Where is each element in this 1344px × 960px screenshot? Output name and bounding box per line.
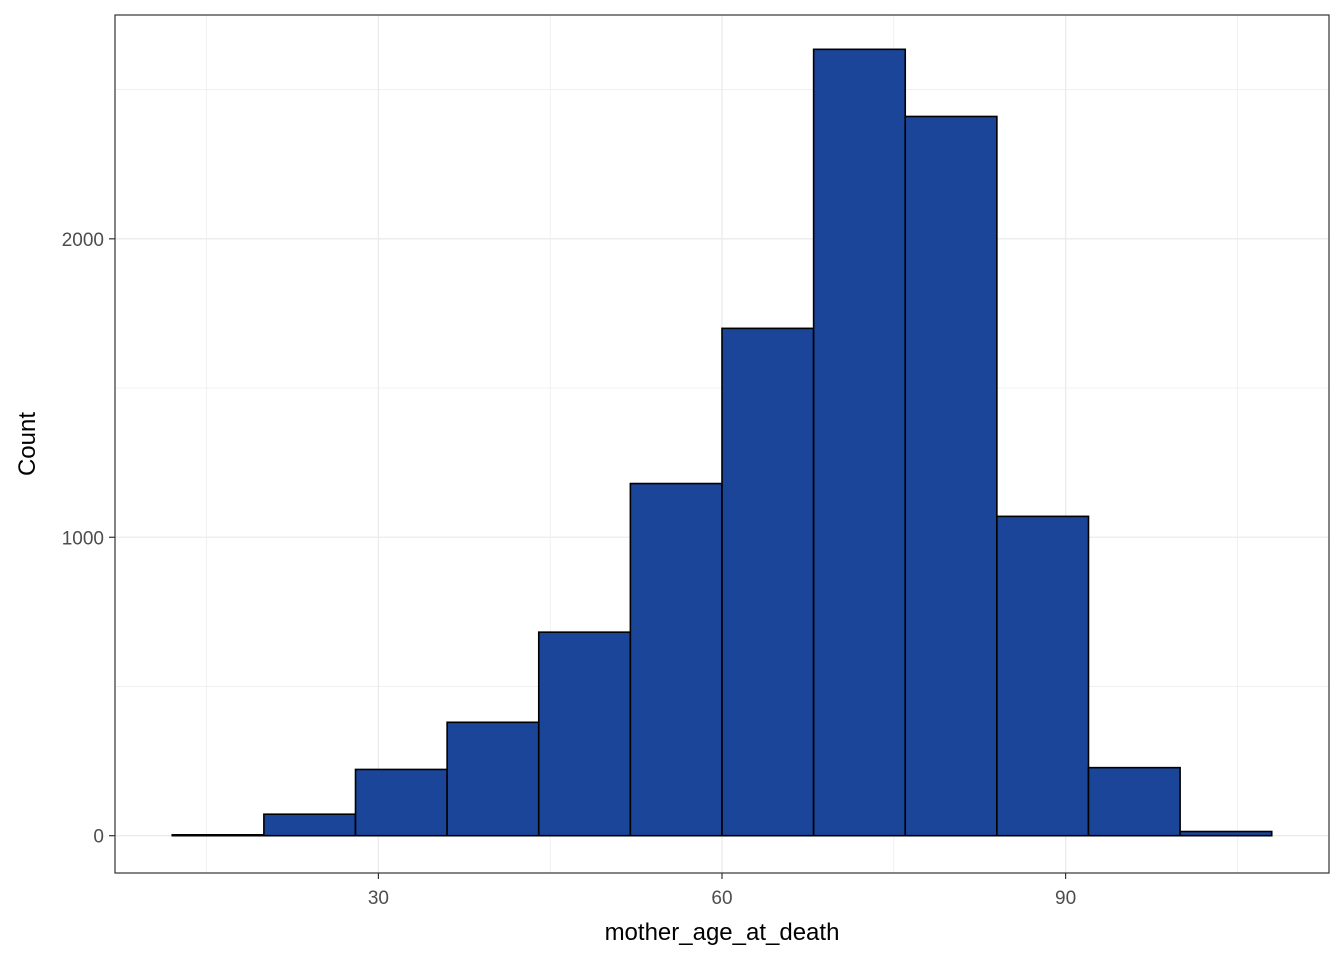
histogram-bars [171,48,1273,837]
histogram-bar [629,482,723,837]
histogram-bar [721,327,815,837]
histogram-bar [996,515,1090,837]
y-axis-title: Count [14,412,41,476]
histogram-bar [354,768,448,837]
histogram-bar [812,48,907,837]
y-tick-label: 0 [93,827,104,848]
y-tick-label: 1000 [62,528,104,549]
histogram-bar [1179,830,1273,837]
histogram-bar [263,813,357,837]
x-tick-label: 90 [1055,888,1076,909]
histogram-bar [537,631,632,837]
x-tick-label: 60 [711,888,732,909]
x-axis: 30 60 90 [368,873,1076,909]
x-axis-title: mother_age_at_death [605,919,840,946]
histogram-bar [171,834,265,837]
histogram-bar [1087,766,1181,837]
histogram-bar [446,721,540,837]
y-axis: 0 1000 2000 [62,230,115,848]
x-tick-label: 30 [368,888,389,909]
y-tick-label: 2000 [62,230,104,251]
histogram-bar [904,115,998,837]
